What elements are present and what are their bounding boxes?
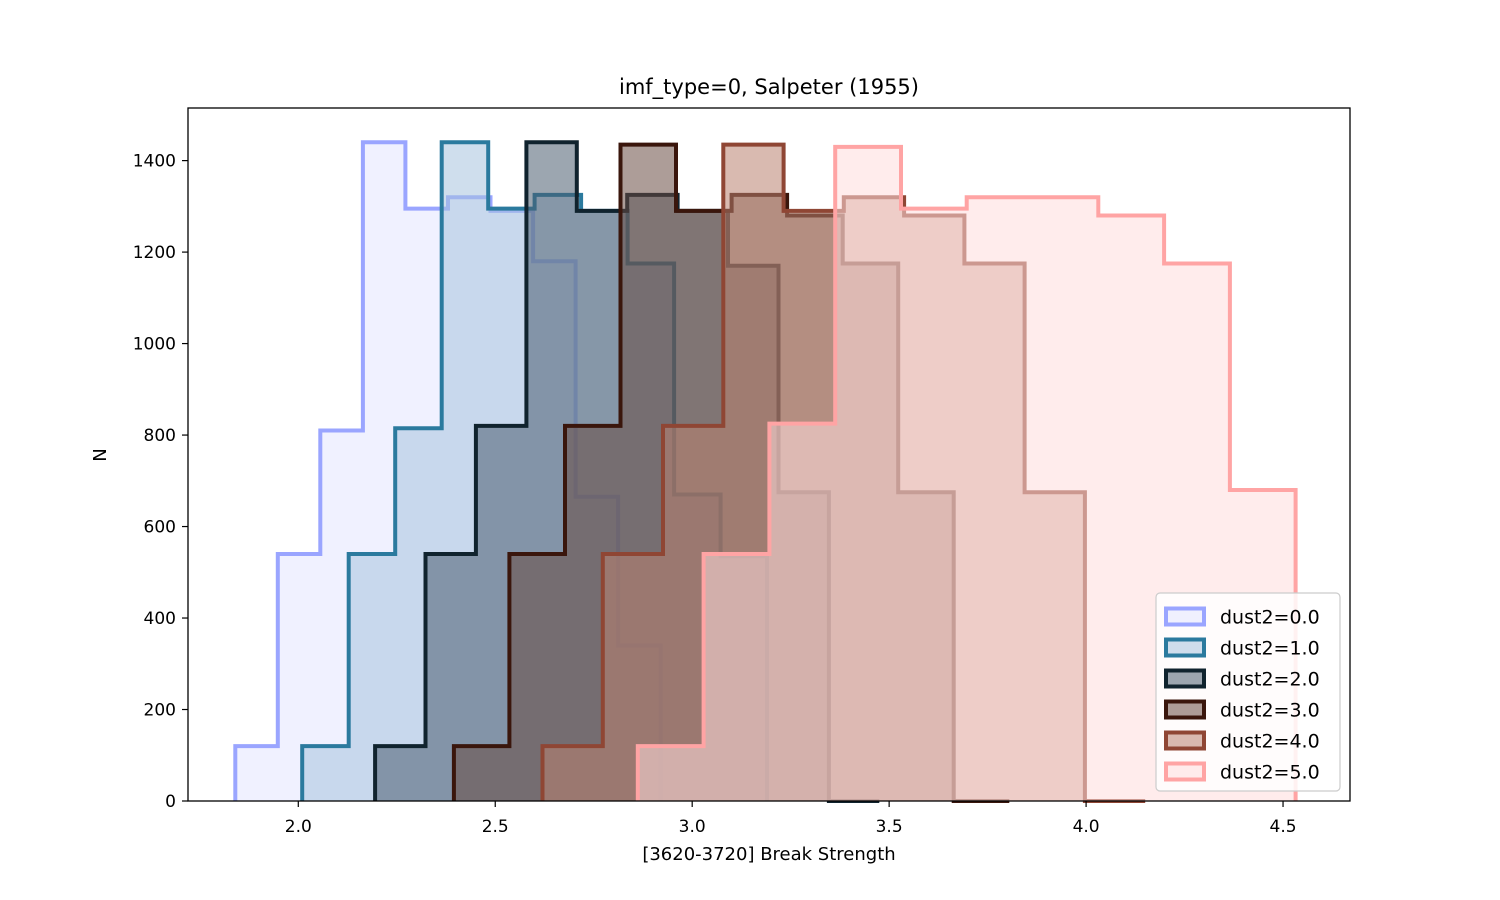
legend-label: dust2=3.0 [1220, 700, 1320, 722]
legend-label: dust2=2.0 [1220, 669, 1320, 691]
x-tick-label: 4.0 [1073, 817, 1100, 837]
legend-swatch [1164, 606, 1206, 627]
y-tick-label: 200 [144, 701, 176, 721]
legend-swatch [1164, 730, 1206, 751]
x-axis-label: [3620-3720] Break Strength [642, 844, 895, 865]
y-tick-label: 400 [144, 609, 176, 629]
y-tick-label: 1200 [133, 243, 176, 263]
series-outline-5 [635, 144, 1298, 801]
x-tick-label: 3.5 [876, 817, 903, 837]
series-fill-5 [637, 146, 1296, 801]
legend-label: dust2=1.0 [1220, 638, 1320, 660]
chart-title: imf_type=0, Salpeter (1955) [619, 75, 919, 100]
plot-frame [187, 107, 1351, 802]
legend-label: dust2=4.0 [1220, 731, 1320, 753]
series-dust2=5.0 [635, 144, 1298, 801]
legend-swatch [1164, 637, 1206, 658]
x-tick-label: 2.0 [285, 817, 312, 837]
x-tick-label: 2.5 [482, 817, 509, 837]
legend: dust2=0.0 dust2=1.0 dust2=2.0 dust2=3.0 dust… [1155, 592, 1341, 792]
legend-swatch [1164, 668, 1206, 689]
legend-label: dust2=0.0 [1220, 607, 1320, 629]
legend-item: dust2=2.0 [1164, 668, 1320, 691]
y-tick-label: 1400 [133, 152, 176, 172]
legend-label: dust2=5.0 [1220, 762, 1320, 784]
legend-item: dust2=4.0 [1164, 730, 1320, 753]
legend-swatch [1164, 761, 1206, 782]
legend-item: dust2=0.0 [1164, 606, 1320, 629]
legend-item: dust2=5.0 [1164, 761, 1320, 784]
x-axis: 2.0 2.5 3.0 3.5 4.0 4.5 [285, 801, 1297, 837]
y-tick-label: 0 [165, 792, 176, 812]
y-axis-label: N [90, 448, 111, 461]
legend-swatch [1164, 699, 1206, 720]
y-axis: 0 200 400 600 800 1000 1200 1400 [133, 152, 188, 812]
legend-item: dust2=3.0 [1164, 699, 1320, 722]
x-tick-label: 4.5 [1270, 817, 1297, 837]
y-tick-label: 1000 [133, 335, 176, 355]
y-tick-label: 800 [144, 426, 176, 446]
x-tick-label: 3.0 [679, 817, 706, 837]
legend-item: dust2=1.0 [1164, 637, 1320, 660]
y-tick-label: 600 [144, 518, 176, 538]
histogram-bars [233, 140, 1298, 803]
